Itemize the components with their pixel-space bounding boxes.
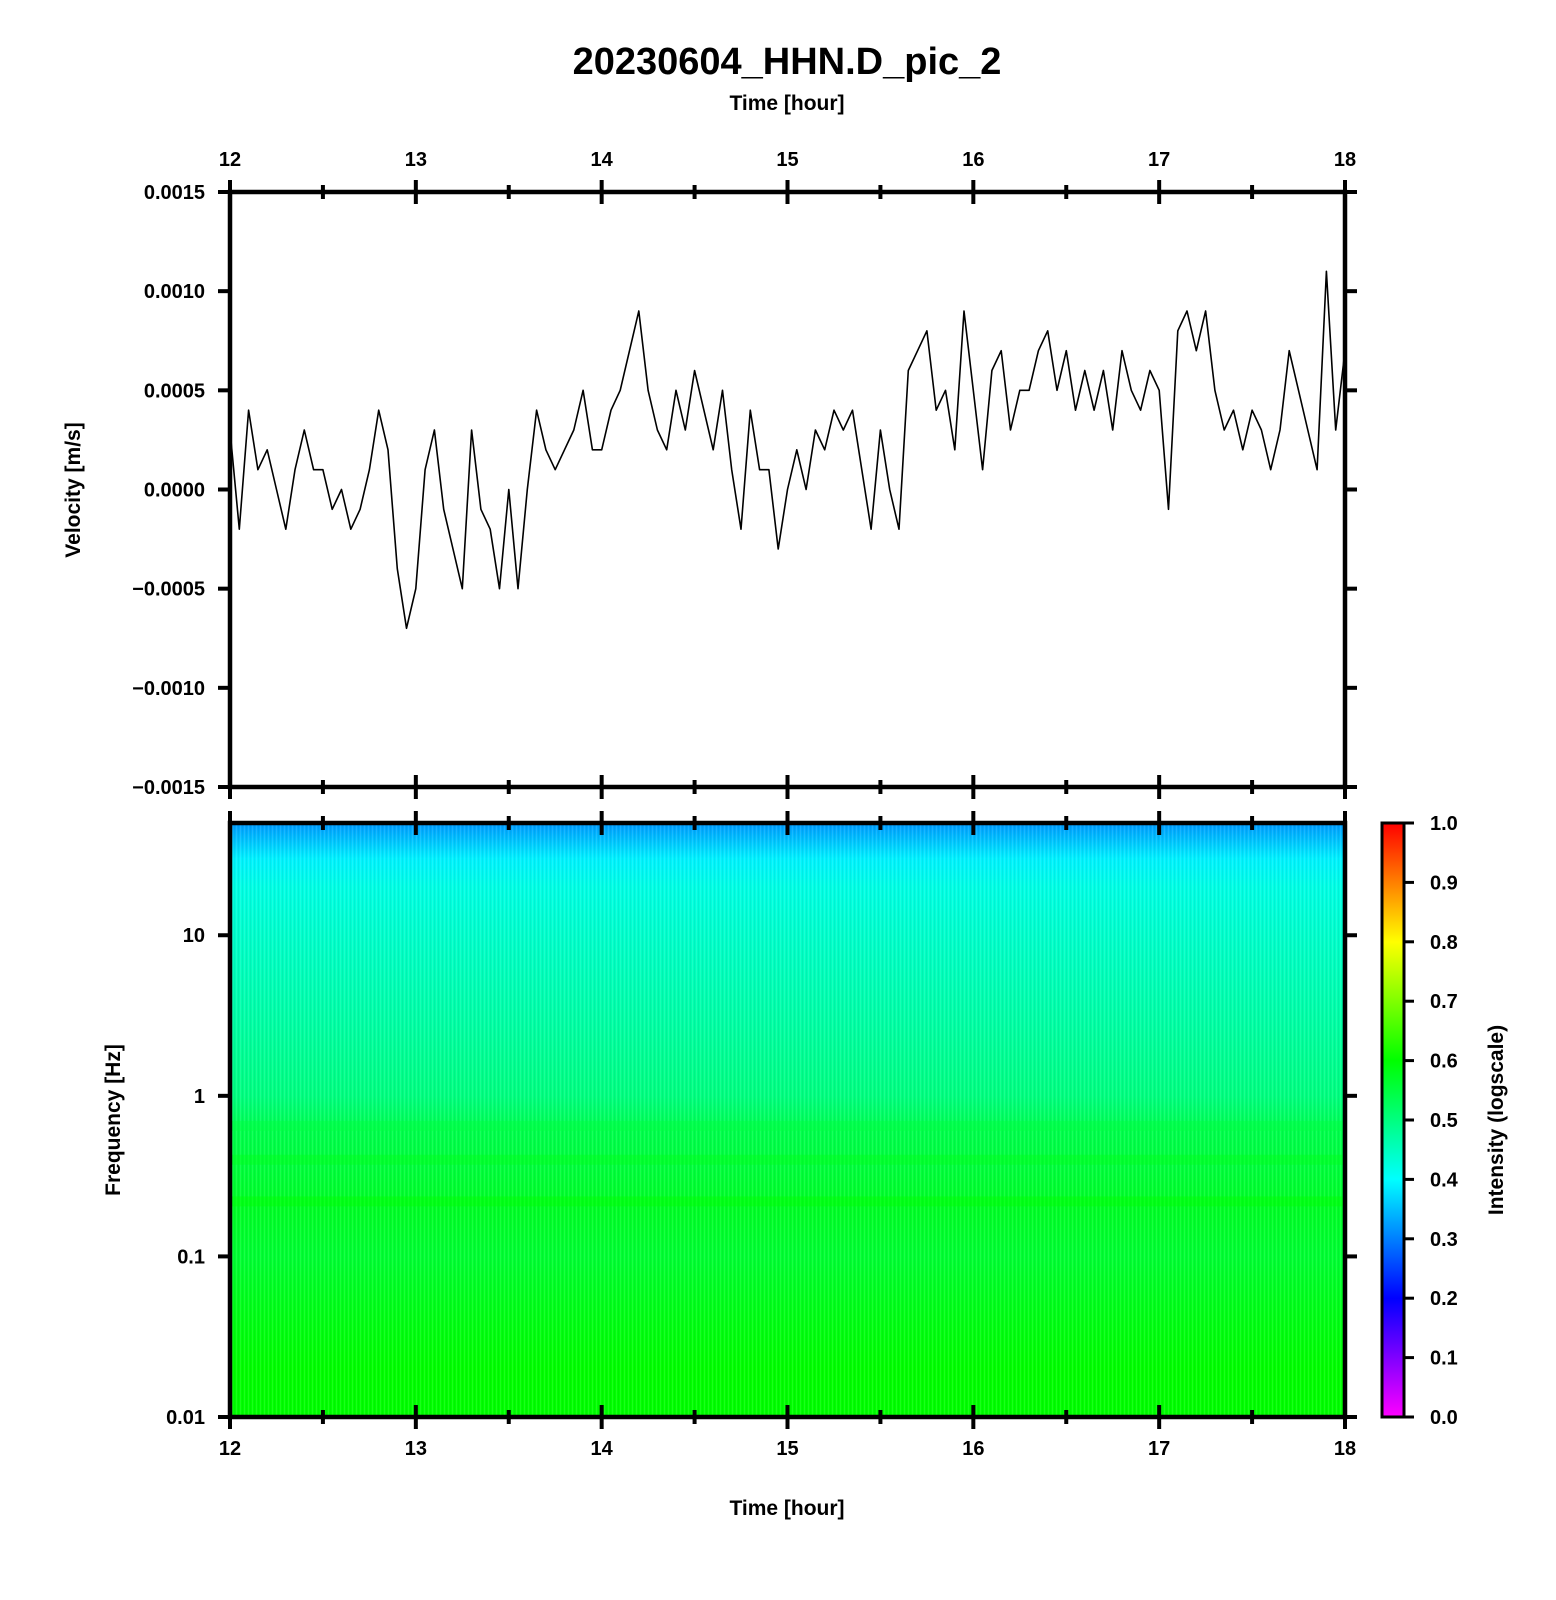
velocity-y-tick-label: 0.0010 [144,281,205,303]
velocity-y-tick-label: 0.0000 [144,480,205,502]
colorbar-tick-label: 0.0 [1430,1407,1458,1429]
top-x-tick-label: 16 [962,149,984,171]
velocity-y-tick-label: −0.0015 [132,777,205,799]
top-x-tick-label: 17 [1148,149,1170,171]
colorbar-tick-label: 0.5 [1430,1110,1458,1132]
spectrogram-frame [227,820,1348,1420]
colorbar-tick-label: 0.7 [1430,991,1458,1013]
top-x-tick-label: 14 [591,149,614,171]
frequency-y-tick-label: 0.1 [177,1246,205,1268]
velocity-y-tick-label: −0.0010 [132,678,205,700]
frequency-y-tick-label: 0.01 [166,1407,205,1429]
spectrogram-bands [230,1120,1345,1207]
top-x-tick-label: 15 [776,149,798,171]
colorbar-tick-label: 0.8 [1430,932,1458,954]
bottom-x-axis-label: Time [hour] [729,1497,844,1520]
frequency-y-tick-labels: 10 1 0.1 0.01 [166,925,205,1429]
colorbar-tick-label: 1.0 [1430,813,1458,835]
colorbar-tick-label: 0.1 [1430,1348,1458,1370]
colorbar-tick-label: 0.2 [1430,1288,1458,1310]
frequency-y-tick-label: 1 [194,1086,205,1108]
top-x-tick-label: 12 [219,149,241,171]
velocity-y-axis-label: Velocity [m/s] [62,422,85,557]
bottom-x-tick-label: 17 [1148,1438,1170,1460]
spectrogram-band [230,1196,1345,1207]
colorbar-label: Intensity (logscale) [1485,1025,1508,1215]
top-x-tick-label: 13 [405,149,427,171]
frequency-y-axis-label: Frequency [Hz] [102,1044,125,1196]
colorbar-tick-label: 0.4 [1430,1169,1459,1191]
bottom-x-tick-label: 12 [219,1438,241,1460]
bottom-x-tick-labels: 12 13 14 15 16 17 18 [219,1438,1356,1460]
top-x-tick-labels: 12 13 14 15 16 17 18 [219,149,1356,171]
bottom-x-tick-label: 14 [591,1438,614,1460]
colorbar-tick-label: 0.6 [1430,1051,1458,1073]
spectrogram-band [230,1120,1345,1131]
bottom-x-tick-label: 16 [962,1438,984,1460]
top-x-tick-label: 18 [1334,149,1356,171]
velocity-series-line [229,270,1346,630]
colorbar [1380,821,1406,1419]
velocity-y-tick-label: −0.0005 [132,579,205,601]
spectrogram-texture [230,823,1345,1417]
colorbar-tick-label: 0.9 [1430,872,1458,894]
velocity-y-tick-labels: 0.0015 0.0010 0.0005 0.0000 −0.0005 −0.0010 −0… [132,182,205,799]
velocity-plot-frame [227,189,1348,790]
velocity-y-tick-label: 0.0015 [144,182,205,204]
bottom-x-tick-label: 18 [1334,1438,1356,1460]
colorbar-tick-labels: 1.0 0.9 0.8 0.7 0.6 0.5 0.4 0.3 0.2 0.1 0.0 [1404,813,1459,1429]
bottom-x-tick-label: 15 [776,1438,798,1460]
top-x-axis-label: Time [hour] [729,92,844,115]
velocity-y-tick-label: 0.0005 [144,380,205,402]
chart-title: 20230604_HHN.D_pic_2 [573,41,1002,83]
frequency-y-tick-label: 10 [183,925,205,947]
spectrogram-band [230,1154,1345,1165]
bottom-x-tick-label: 13 [405,1438,427,1460]
colorbar-tick-label: 0.3 [1430,1229,1458,1251]
